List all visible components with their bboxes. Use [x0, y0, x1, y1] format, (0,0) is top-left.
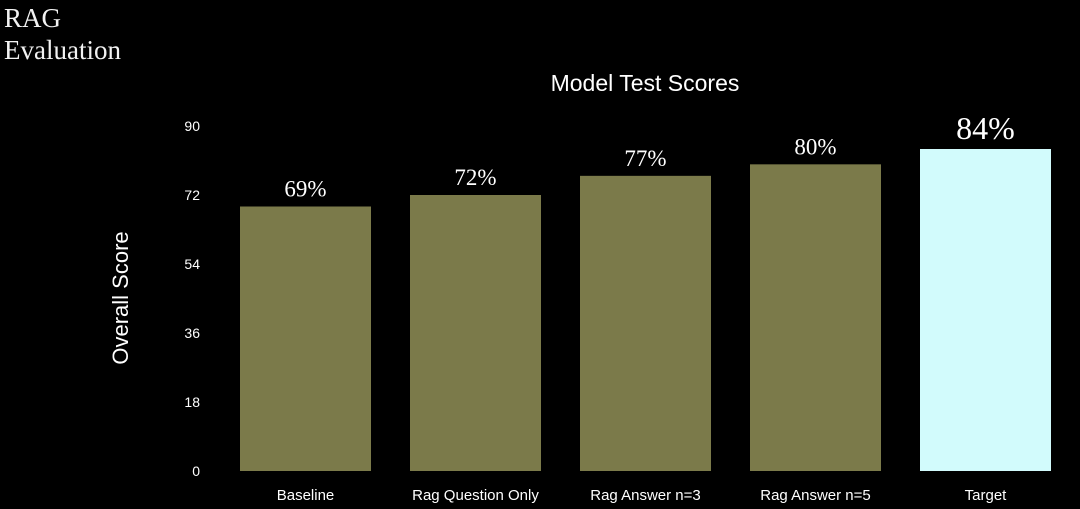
y-tick-label: 0	[192, 463, 200, 479]
y-tick-label: 18	[184, 394, 200, 410]
x-tick-label: Rag Answer n=3	[590, 487, 701, 504]
bar-value-label: 72%	[454, 165, 496, 190]
x-tick-label: Rag Answer n=5	[760, 487, 871, 504]
bar-value-label: 77%	[624, 146, 666, 171]
bar-baseline	[240, 206, 371, 471]
bar-value-label: 69%	[284, 177, 326, 202]
x-tick-label: Target	[965, 487, 1008, 504]
y-tick-label: 36	[184, 325, 200, 341]
y-axis-title: Overall Score	[108, 231, 133, 364]
slide-title: RAG Evaluation	[4, 2, 121, 66]
bar-rag-answer-n-5	[750, 164, 881, 472]
bars-group	[240, 149, 1051, 472]
x-axis-labels: Baseline Rag Question Only Rag Answer n=3 R…	[277, 487, 1007, 504]
bar-rag-question-only	[410, 195, 541, 471]
bar-target	[920, 149, 1051, 471]
bar-rag-answer-n-3	[580, 175, 711, 472]
bar-value-label: 84%	[956, 110, 1015, 146]
x-tick-label: Baseline	[277, 487, 335, 504]
slide-title-line-1: RAG	[4, 3, 62, 33]
x-tick-label: Rag Question Only	[412, 487, 539, 504]
y-tick-label: 54	[184, 256, 200, 272]
y-tick-label: 90	[184, 118, 200, 134]
y-tick-label: 72	[184, 187, 200, 203]
chart-title: Model Test Scores	[551, 70, 740, 96]
bar-value-label: 80%	[794, 134, 836, 159]
y-axis-ticks: 0 18 36 54 72 90	[184, 118, 200, 479]
value-labels-group: 69% 72% 77% 80% 84%	[284, 110, 1014, 202]
slide-title-line-2: Evaluation	[4, 35, 121, 65]
